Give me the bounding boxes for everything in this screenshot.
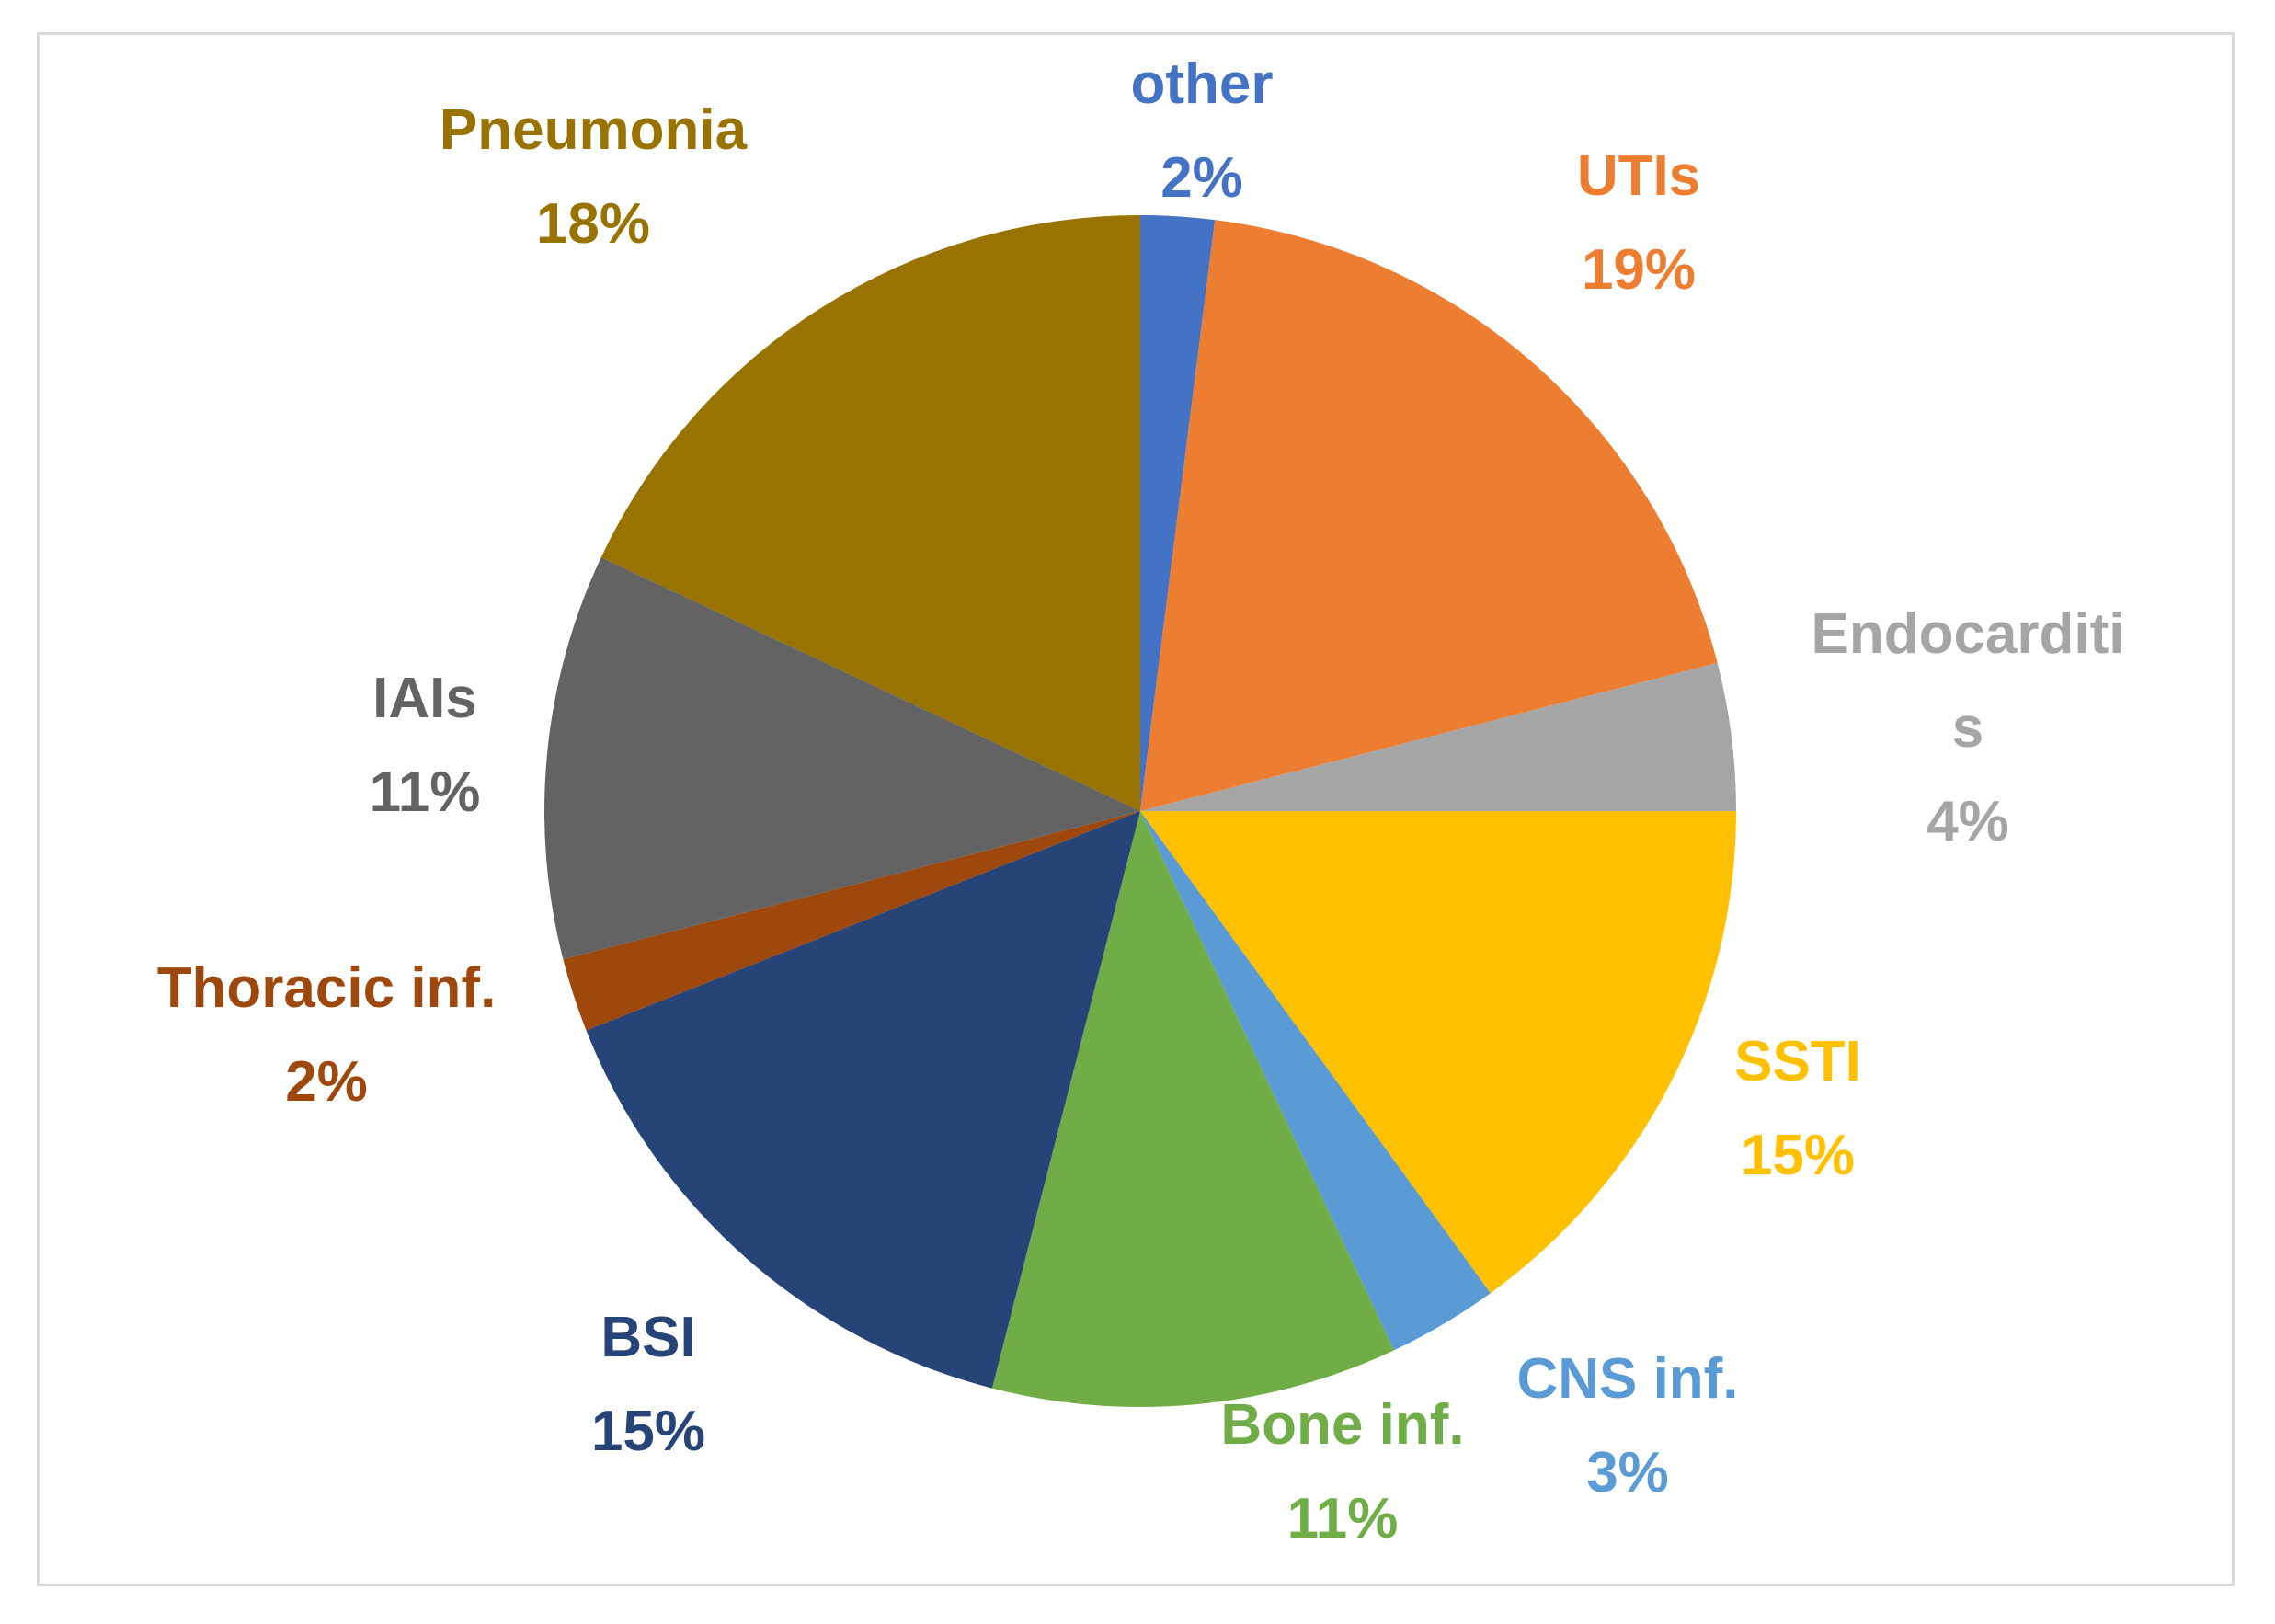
slice-value-label: 15% [591, 1400, 705, 1463]
slice-category-label: UTIs [1577, 144, 1700, 208]
pie-slice-other [1140, 215, 1216, 811]
pie-slice-utis [1140, 220, 1718, 812]
slice-value-label: 3% [1586, 1441, 1669, 1504]
slice-value-label: 19% [1582, 238, 1696, 302]
slice-value-label: 11% [370, 761, 481, 824]
slice-value-label: 2% [285, 1050, 368, 1114]
slice-value-label: 4% [1926, 790, 2009, 853]
slice-label-iais: IAIs 11% [370, 667, 481, 824]
pie-slice-thoracic-inf [563, 811, 1140, 1031]
pie-slice-ssti [1140, 811, 1736, 1294]
slice-value-label: 15% [1741, 1124, 1855, 1187]
pie-slice-bone-inf [991, 811, 1394, 1407]
pie-slice-iais [544, 557, 1140, 960]
slice-value-label: 11% [1287, 1487, 1399, 1550]
slice-label-thoracic-inf: Thoracic inf. 2% [157, 956, 497, 1114]
pie-slices [544, 215, 1736, 1407]
slice-category-label: Endocarditi [1811, 602, 2124, 666]
slice-label-endocarditi-s: Endocarditi s 4% [1811, 602, 2124, 853]
slice-label-cns-inf: CNS inf. 3% [1516, 1347, 1738, 1504]
slice-category-label: BSI [600, 1306, 695, 1369]
slice-category-label: s [1952, 696, 1983, 760]
slice-category-label: Thoracic inf. [157, 956, 497, 1020]
slice-label-pneumonia: Pneumonia 18% [440, 98, 748, 256]
pie-slice-endocarditi-s [1140, 662, 1736, 811]
slice-label-bsi: BSI 15% [591, 1306, 705, 1463]
pie-slice-bsi [586, 811, 1140, 1389]
pie-labels: other 2% UTIs 19% Endocarditi s 4% SSTI 15% CNS i… [157, 52, 2125, 1550]
slice-label-ssti: SSTI 15% [1734, 1030, 1861, 1187]
slice-label-bone-inf: Bone inf. 11% [1220, 1393, 1464, 1550]
pie-slice-cns-inf [1140, 811, 1491, 1351]
slice-category-label: Bone inf. [1220, 1393, 1464, 1457]
slice-category-label: SSTI [1734, 1030, 1861, 1093]
slice-label-other: other 2% [1131, 52, 1274, 210]
slice-value-label: 18% [536, 192, 650, 256]
slice-value-label: 2% [1160, 146, 1243, 210]
slice-category-label: other [1131, 52, 1274, 116]
pie-slice-pneumonia [600, 215, 1140, 811]
slice-category-label: Pneumonia [440, 98, 748, 162]
slice-category-label: CNS inf. [1516, 1347, 1738, 1411]
slice-label-utis: UTIs 19% [1577, 144, 1700, 302]
slice-category-label: IAIs [372, 667, 477, 730]
